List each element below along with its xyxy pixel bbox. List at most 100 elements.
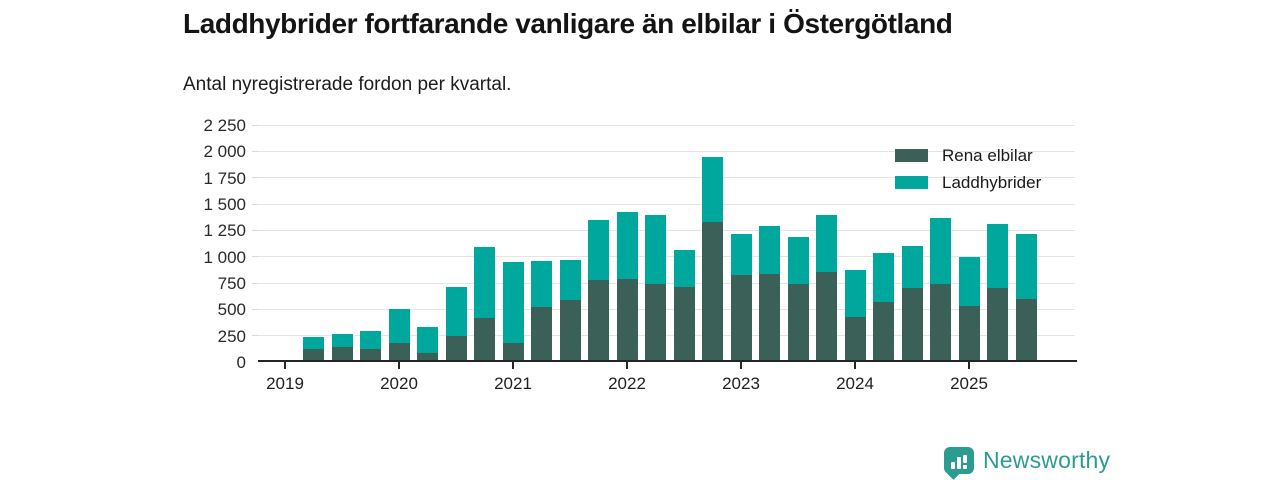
y-tick [252,203,258,205]
brand-name: Newsworthy [983,447,1111,473]
bar-segment-laddhybrider [616,212,638,279]
bar-segment-laddhybrider [559,259,581,301]
x-tick-label: 2022 [608,374,646,393]
y-tick-label: 0 [236,353,246,372]
bar-chart-speech-bubble-icon [944,447,974,480]
legend-swatch-elbilar [895,149,928,162]
gridline [258,335,1075,337]
bar-segment-elbilar [559,300,581,362]
legend-item-laddhybrider: Laddhybrider [895,169,1041,196]
bar-segment-elbilar [816,272,837,362]
y-tick [252,229,258,231]
bar-segment-laddhybrider [987,223,1008,289]
bar-segment-laddhybrider [331,334,353,347]
bar-segment-elbilar [987,288,1008,362]
y-tick [252,150,258,152]
chart-title: Laddhybrider fortfarande vanligare än el… [183,8,953,39]
chart-subtitle: Antal nyregistrerade fordon per kvartal. [183,74,512,95]
newsworthy-logo: Newsworthy [944,447,1111,480]
y-tick-label: 2 250 [203,116,246,135]
legend: Rena elbilar Laddhybrider [895,142,1041,196]
plot-area [252,124,1075,362]
y-tick [252,256,258,258]
y-tick [252,177,258,179]
x-tick-label: 2021 [494,374,532,393]
legend-label: Laddhybrider [942,172,1042,192]
bar-segment-elbilar [759,273,780,362]
x-axis-line [258,360,1077,362]
bar-segment-elbilar [445,335,467,362]
bar-segment-laddhybrider [958,256,980,306]
legend-label: Rena elbilar [942,145,1033,165]
bar-segment-laddhybrider [759,226,780,274]
gridline [258,203,1075,205]
bar-segment-laddhybrider [702,156,723,223]
bar-segment-elbilar [673,287,695,362]
gridline [258,229,1075,231]
x-tick-label: 2023 [722,374,760,393]
bar-segment-elbilar [645,284,666,362]
x-tick [284,362,286,369]
bar-segment-elbilar [531,307,552,362]
legend-swatch-laddhybrider [895,176,928,189]
bar-segment-laddhybrider [588,219,609,281]
bar-segment-laddhybrider [303,336,324,350]
x-tick-label: 2019 [266,374,304,393]
bar-segment-elbilar [787,284,809,362]
bar-segment-elbilar [702,222,723,362]
y-tick-label: 250 [217,326,246,346]
x-tick-label: 2024 [836,374,874,393]
gridline [258,177,1075,179]
x-tick [512,362,514,369]
bar-segment-elbilar [474,318,495,362]
bar-segment-elbilar [417,352,438,362]
bar-segment-elbilar [331,346,353,362]
bar-segment-laddhybrider [930,218,951,284]
bar-segment-laddhybrider [474,246,495,319]
y-tick-label: 500 [217,300,246,320]
x-tick-label: 2020 [380,374,418,393]
bar-segment-laddhybrider [388,309,410,343]
y-tick-label: 1 750 [203,168,246,188]
bar-segment-elbilar [873,301,894,362]
bar-segment-elbilar [844,316,866,362]
bar-segment-laddhybrider [673,250,695,288]
bar-segment-laddhybrider [445,287,467,336]
y-tick-label: 1 000 [203,247,246,267]
bar-segment-laddhybrider [417,326,438,353]
bar-segment-elbilar [588,280,609,362]
y-tick-label: 2 000 [203,142,246,162]
y-tick [252,282,258,284]
bar-segment-laddhybrider [873,253,894,302]
gridline [258,124,1075,126]
gridline [258,282,1075,284]
bar-segment-laddhybrider [1015,234,1037,299]
bar-segment-laddhybrider [730,234,752,275]
x-tick [740,362,742,369]
x-tick [968,362,970,369]
y-tick [252,308,258,310]
bar-segment-laddhybrider [787,237,809,285]
bar-segment-elbilar [930,283,951,362]
x-tick-label: 2025 [950,374,988,393]
bar-segment-elbilar [616,278,638,362]
bar-segment-laddhybrider [645,215,666,285]
gridline [258,150,1075,152]
y-tick [252,335,258,337]
bar-segment-elbilar [901,287,923,362]
x-tick [854,362,856,369]
bar-segment-laddhybrider [360,330,381,350]
bar-segment-elbilar [730,274,752,362]
bar-segment-elbilar [502,342,524,362]
bar-segment-elbilar [1015,298,1037,362]
y-tick [252,124,258,126]
bar-segment-laddhybrider [531,261,552,308]
x-tick [398,362,400,369]
bar-segment-laddhybrider [502,262,524,343]
x-tick [626,362,628,369]
legend-item-elbilar: Rena elbilar [895,142,1041,169]
bar-segment-elbilar [958,305,980,362]
gridline [258,256,1075,258]
y-tick-label: 1 250 [203,221,246,241]
